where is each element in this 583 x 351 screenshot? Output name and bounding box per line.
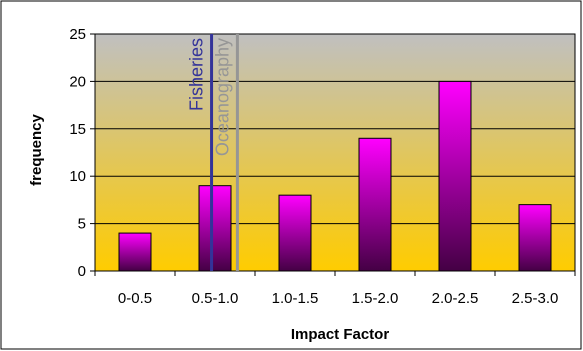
x-tick-label: 0-0.5	[118, 290, 152, 307]
y-tick-labels: 0 5 10 15 20 25	[69, 26, 95, 280]
plot-area	[94, 33, 576, 272]
bar-2.0-2.5	[438, 80, 472, 272]
marker-label-oceanography: Oceanography	[212, 38, 232, 156]
x-tick-label: 0.5-1.0	[192, 290, 239, 307]
y-tick-label: 5	[78, 216, 86, 233]
bar-2.5-3.0	[518, 204, 552, 272]
x-tick-label: 1.0-1.5	[272, 290, 319, 307]
bars	[118, 80, 552, 272]
y-tick-label: 10	[69, 168, 86, 185]
x-tick-label: 2.5-3.0	[512, 290, 559, 307]
bar-1.0-1.5	[278, 194, 312, 272]
y-tick-label: 0	[78, 263, 86, 280]
x-tick-labels: 0-0.5 0.5-1.0 1.0-1.5 1.5-2.0 2.0-2.5 2.5-3.0	[94, 271, 576, 307]
bar-0-0.5	[118, 232, 152, 272]
markers: Fisheries Oceanography	[187, 34, 239, 271]
bar-1.5-2.0	[358, 137, 392, 272]
y-tick-label: 25	[69, 26, 86, 43]
y-tick-label: 20	[69, 73, 86, 90]
marker-label-fisheries: Fisheries	[187, 38, 207, 111]
y-axis-label: frequency	[28, 114, 45, 186]
x-axis-label: Impact Factor	[291, 326, 390, 343]
bar-0.5-1.0	[198, 185, 232, 272]
y-tick-label: 15	[69, 121, 86, 138]
x-tick-label: 1.5-2.0	[352, 290, 399, 307]
x-tick-label: 2.0-2.5	[432, 290, 479, 307]
gridlines	[95, 80, 575, 225]
